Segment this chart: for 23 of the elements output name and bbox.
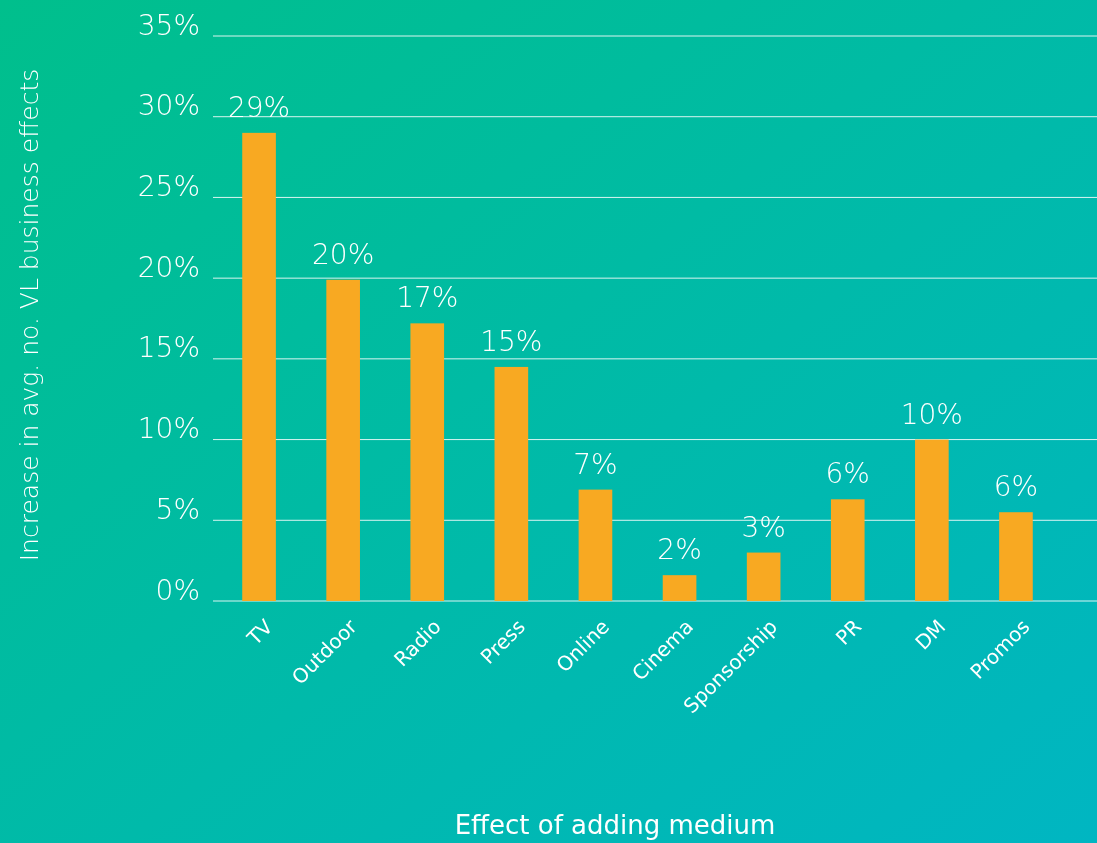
x-tick-label: DM bbox=[910, 614, 951, 655]
data-label: 20% bbox=[312, 237, 375, 271]
data-label: 6% bbox=[993, 470, 1039, 504]
y-tick-label: 5% bbox=[155, 492, 200, 526]
y-tick-label: 0% bbox=[155, 573, 200, 607]
y-axis-title: Increase in avg. no. VL business effects bbox=[15, 68, 44, 562]
y-tick-label: 15% bbox=[137, 331, 200, 365]
data-label: 6% bbox=[825, 457, 870, 491]
y-tick-label: 30% bbox=[137, 89, 200, 123]
data-label: 15% bbox=[480, 324, 543, 358]
x-tick-label: TV bbox=[241, 614, 278, 651]
x-axis-title: Effect of adding medium bbox=[454, 810, 776, 840]
x-tick-label: PR bbox=[830, 614, 867, 650]
data-label: 17% bbox=[396, 281, 459, 315]
data-label: 2% bbox=[657, 533, 702, 567]
y-tick-label: 25% bbox=[137, 170, 200, 204]
data-label: 10% bbox=[900, 397, 963, 431]
data-label: 7% bbox=[573, 447, 618, 481]
y-tick-label: 35% bbox=[137, 8, 200, 42]
y-tick-label: 10% bbox=[137, 412, 200, 446]
data-label: 29% bbox=[227, 90, 291, 124]
y-tick-label: 20% bbox=[137, 250, 200, 284]
data-label: 3% bbox=[741, 510, 786, 544]
